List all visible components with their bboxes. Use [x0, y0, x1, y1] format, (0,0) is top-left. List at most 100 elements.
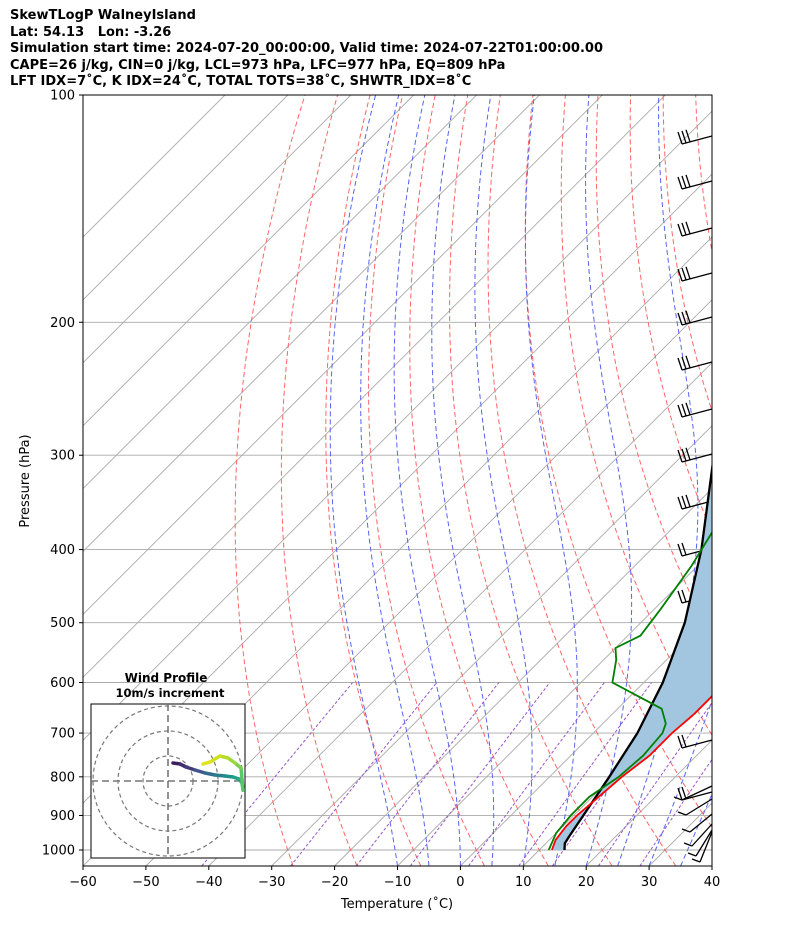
dry-adiabat [234, 95, 306, 866]
moist-adiabat [360, 95, 430, 866]
y-tick-label: 1000 [42, 844, 75, 859]
hodograph-segment [239, 766, 245, 792]
mixing-ratio-line [409, 682, 551, 866]
index-line: LFT IDX=7˚C, K IDX=24˚C, TOTAL TOTS=38˚C… [10, 74, 472, 89]
wind-barb [677, 310, 713, 326]
isotherm--90 [83, 95, 666, 678]
wind-barbs [673, 129, 713, 863]
isotherm--120 [83, 95, 478, 490]
dry-adiabat [409, 95, 549, 866]
dry-adiabat [560, 95, 712, 737]
mixing-ratio-line [468, 682, 605, 866]
inset-subtitle: 10m/s increment [116, 686, 225, 700]
y-tick-label: 700 [50, 727, 75, 742]
x-tick-label: −40 [195, 875, 222, 890]
wind-barb [683, 823, 713, 847]
mixing-ratio-line [597, 701, 712, 866]
moist-adiabat [585, 95, 633, 866]
y-tick-label: 900 [50, 809, 75, 824]
wind-barb [677, 129, 713, 145]
x-axis-label: Temperature (˚C) [340, 896, 453, 912]
x-tick-label: 20 [578, 875, 595, 890]
x-tick-label: 10 [515, 875, 532, 890]
moist-adiabat [524, 95, 578, 866]
temperature-line [551, 694, 712, 851]
wind-barb [687, 829, 713, 857]
isotherm--50 [145, 299, 712, 866]
dry-adiabat [728, 88, 794, 866]
wind-barb [677, 798, 713, 816]
dry-adiabat [662, 95, 712, 413]
wind-barb [677, 734, 713, 749]
hodograph-segment [208, 754, 222, 764]
isotherm--150 [83, 95, 289, 301]
moist-adiabat [393, 95, 461, 866]
x-tick-label: 0 [456, 875, 464, 890]
x-tick-label: −10 [384, 875, 411, 890]
y-tick-label: 200 [50, 316, 75, 331]
x-tick-label: 40 [704, 875, 721, 890]
isotherm--80 [83, 110, 712, 741]
wind-barb [677, 447, 713, 463]
isotherm-0 [460, 613, 712, 866]
cape-line: CAPE=26 j/kg, CIN=0 j/kg, LCL=973 hPa, L… [10, 57, 506, 73]
chart-title: SkewTLogP WalneyIsland [10, 8, 196, 23]
y-tick-label: 100 [50, 89, 75, 104]
mixing-ratio-line [639, 758, 712, 866]
wind-barb [677, 786, 713, 801]
dry-adiabat [524, 95, 712, 829]
moist-adiabat [711, 864, 712, 866]
isotherm--30 [271, 425, 712, 866]
dry-adiabat [368, 95, 485, 866]
hodograph-segment [201, 760, 212, 766]
dry-adiabat [487, 95, 677, 866]
wind-barb [677, 174, 713, 190]
x-tick-label: −50 [132, 875, 159, 890]
cape-fill [551, 469, 712, 850]
isotherm--140 [83, 95, 352, 364]
y-tick-label: 400 [50, 543, 75, 558]
parcel-path-line [563, 460, 712, 851]
y-tick-label: 500 [50, 616, 75, 631]
isotherm-30 [648, 802, 712, 866]
isotherm--20 [334, 487, 712, 866]
isotherm-40 [711, 865, 712, 866]
mixing-ratio-line [355, 682, 500, 866]
dry-adiabat [629, 95, 712, 534]
isotherm--130 [83, 95, 415, 427]
wind-barb [681, 813, 713, 833]
x-tick-label: −30 [258, 875, 285, 890]
isotherm--40 [208, 362, 712, 866]
y-tick-label: 300 [50, 449, 75, 464]
location-line: Lat: 54.13 Lon: -3.26 [10, 24, 172, 40]
mixing-ratio-line [290, 682, 438, 866]
isotherm--100 [83, 95, 604, 616]
y-tick-label: 600 [50, 676, 75, 691]
cape-area [551, 469, 712, 850]
moist-adiabat [431, 95, 495, 866]
dry-adiabat [449, 95, 613, 866]
isotherm--110 [83, 95, 541, 553]
wind-barb [691, 831, 713, 863]
y-axis-label: Pressure (hPa) [18, 434, 33, 527]
sounding-series [547, 460, 712, 851]
wind-profile-inset: Wind Profile 10m/s increment [90, 671, 246, 859]
x-tick-label: −60 [69, 875, 96, 890]
dewpoint-line [547, 531, 712, 851]
wind-barb [677, 221, 713, 237]
chart-axes: −60 −50 −40 −30 −20 −10 0 10 20 30 40 1000 900 800 700… [42, 89, 720, 891]
isotherm--10 [397, 550, 712, 866]
moist-adiabat [680, 793, 712, 866]
isotherm-10 [522, 676, 712, 866]
dry-adiabat [760, 88, 794, 866]
mixing-ratio-line [518, 682, 653, 866]
isotherm--160 [83, 95, 226, 238]
wind-barb [677, 266, 713, 282]
wind-barb [677, 355, 713, 371]
inset-title: Wind Profile [125, 671, 208, 685]
dry-adiabat [280, 95, 358, 866]
x-tick-label: 30 [641, 875, 658, 890]
moist-adiabat [648, 699, 712, 866]
time-line: Simulation start time: 2024-07-20_00:00:… [10, 41, 603, 56]
